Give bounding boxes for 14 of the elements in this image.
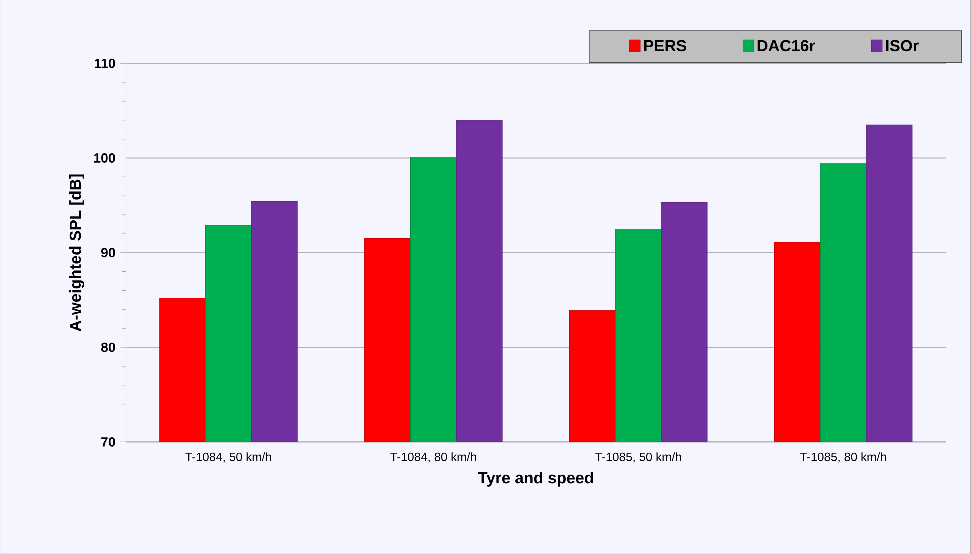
y-tick-label: 70 — [102, 437, 116, 447]
y-tick-label: 110 — [95, 58, 116, 68]
legend-label: DAC16r — [758, 40, 816, 52]
x-axis-title: Tyre and speed — [478, 472, 594, 487]
x-tick-label: T-1085, 50 km/h — [596, 452, 682, 463]
legend-label: ISOr — [886, 40, 919, 52]
x-tick-label: T-1084, 80 km/h — [390, 452, 476, 463]
y-axis-title: A-weighted SPL [dB] — [69, 174, 84, 332]
y-tick-label: 100 — [94, 153, 116, 163]
x-tick-label: T-1085, 80 km/h — [800, 452, 886, 463]
legend-label: PERS — [644, 40, 686, 52]
y-tick-label: 90 — [101, 248, 116, 258]
y-tick-label: 80 — [101, 342, 116, 352]
x-tick-label: T-1084, 50 km/h — [186, 452, 272, 463]
